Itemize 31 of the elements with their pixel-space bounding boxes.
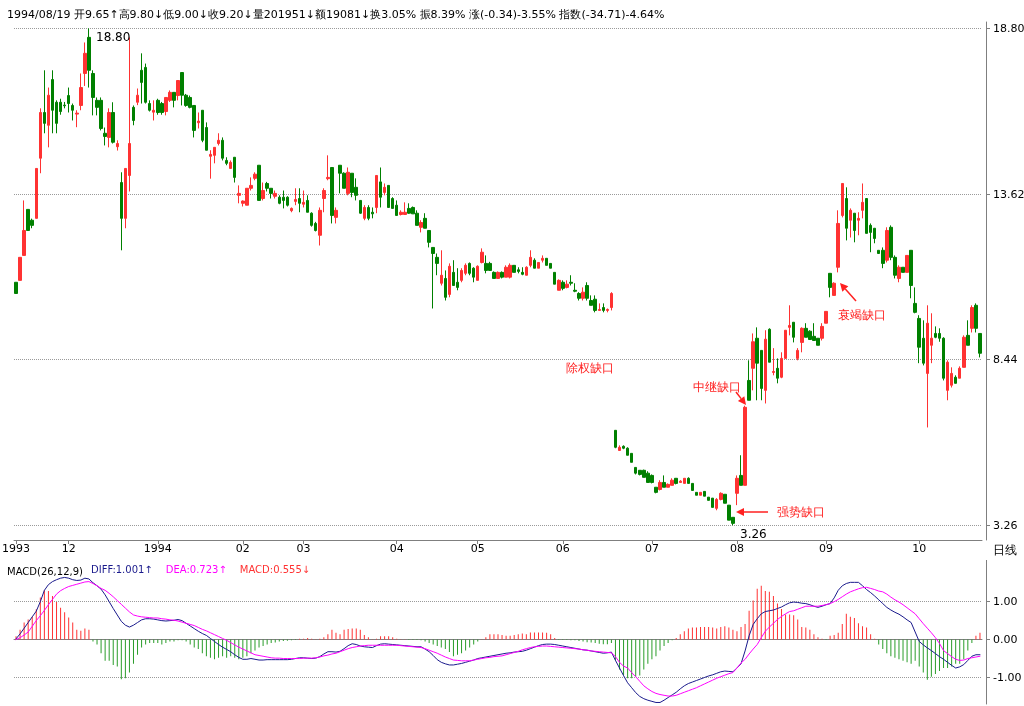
x-tick-label: 03 bbox=[296, 542, 311, 555]
x-tick-label: 07 bbox=[644, 542, 659, 555]
y-tick-label: 1.00 bbox=[993, 595, 1018, 609]
x-tick-label: 10 bbox=[912, 542, 927, 555]
x-tick-label: 02 bbox=[235, 542, 250, 555]
text: MACD:0.555↓ bbox=[239, 563, 311, 575]
x-tick-label: 05 bbox=[470, 542, 485, 555]
y-tick-label: 18.80 bbox=[993, 21, 1024, 35]
x-tick-label: 09 bbox=[819, 542, 834, 555]
text: 日线 bbox=[993, 543, 1017, 557]
x-tick-label: 12 bbox=[61, 542, 76, 555]
text: MACD(26,12,9) bbox=[7, 565, 84, 577]
annotation: 18.80 bbox=[96, 30, 131, 44]
annotation: 强势缺口 bbox=[777, 505, 825, 519]
text: DEA:0.723↑ bbox=[165, 563, 227, 575]
x-tick-label: 1993 bbox=[2, 542, 31, 555]
x-tick-label: 1994 bbox=[143, 542, 172, 555]
x-tick-label: 04 bbox=[389, 542, 404, 555]
y-tick-label: 3.26 bbox=[993, 518, 1018, 532]
annotation: 3.26 bbox=[740, 527, 767, 541]
y-tick-label: -1.00 bbox=[993, 670, 1022, 684]
series-label: DIFF:1.001↑ bbox=[91, 563, 153, 575]
y-tick-label: 8.44 bbox=[993, 353, 1018, 367]
annotation: 除权缺口 bbox=[566, 361, 614, 375]
x-tick-label: 06 bbox=[555, 542, 570, 555]
x-tick-label: 08 bbox=[729, 542, 744, 555]
chart-subtitle: 1994/08/19 开9.65↑高9.80↓低9.00↓收9.20↓量201951↓额19081↓换3.05% 振8.39% 涨(-0.34)-3.55% 指数(-34.71)-4.64% bbox=[7, 8, 665, 21]
y-tick-label: 0.00 bbox=[993, 633, 1018, 647]
annotation: 中继缺口 bbox=[693, 380, 741, 394]
annotation: 衰竭缺口 bbox=[838, 308, 886, 322]
y-tick-label: 13.62 bbox=[993, 187, 1024, 201]
